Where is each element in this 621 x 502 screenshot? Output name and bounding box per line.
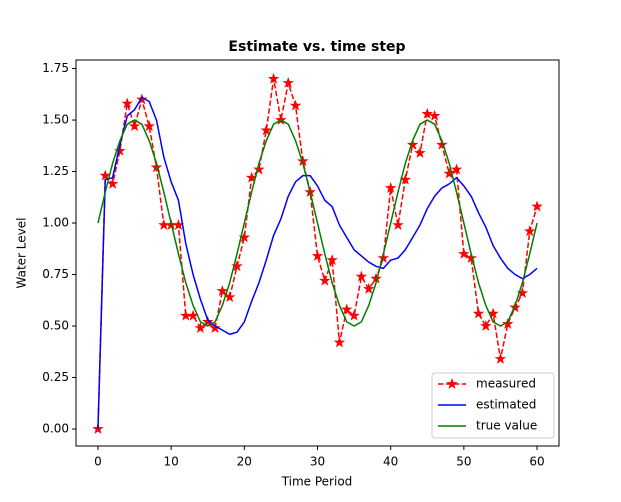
marker xyxy=(202,315,214,327)
x-tick-label: 40 xyxy=(383,455,398,469)
marker xyxy=(377,252,390,263)
marker xyxy=(260,124,272,136)
y-tick-label: 0.25 xyxy=(42,370,69,384)
y-tick-label: 0.50 xyxy=(42,319,69,333)
marker xyxy=(487,307,499,319)
marker xyxy=(341,303,353,315)
y-axis-label: Water Level xyxy=(15,218,29,289)
marker xyxy=(502,317,514,329)
y-tick-label: 0.00 xyxy=(42,422,69,436)
marker xyxy=(209,322,221,333)
marker xyxy=(245,171,258,183)
marker xyxy=(524,225,536,237)
marker xyxy=(414,146,426,158)
chart-title: Estimate vs. time step xyxy=(228,39,405,55)
series-line xyxy=(97,119,538,327)
marker xyxy=(289,99,302,111)
marker xyxy=(121,97,133,109)
marker xyxy=(428,109,441,121)
marker xyxy=(223,291,236,303)
marker xyxy=(450,163,463,175)
legend-box xyxy=(431,372,555,439)
marker xyxy=(531,200,543,212)
y-tick-label: 1.50 xyxy=(42,113,69,127)
x-axis-label: Time Period xyxy=(281,475,353,489)
y-tick-label: 1.75 xyxy=(42,61,69,75)
marker xyxy=(355,270,368,282)
series-line xyxy=(97,96,538,430)
plot-frame xyxy=(75,59,560,447)
marker xyxy=(282,76,294,88)
legend-marker xyxy=(446,377,458,389)
marker xyxy=(333,336,346,348)
marker xyxy=(480,320,492,331)
y-tick-label: 1.00 xyxy=(42,216,69,230)
y-tick-label: 1.25 xyxy=(42,164,69,178)
marker xyxy=(392,219,404,230)
x-tick-label: 30 xyxy=(310,455,325,469)
x-tick-label: 20 xyxy=(237,455,252,469)
marker xyxy=(421,107,434,119)
x-tick-label: 10 xyxy=(163,455,178,469)
marker xyxy=(319,274,331,286)
legend-label: measured xyxy=(476,377,536,391)
legend-label: true value xyxy=(476,419,537,433)
marker xyxy=(194,322,207,333)
x-tick-label: 50 xyxy=(456,455,471,469)
marker xyxy=(311,249,324,261)
legend-label: estimated xyxy=(476,398,536,412)
marker xyxy=(436,138,448,150)
marker xyxy=(384,181,397,193)
marker xyxy=(128,120,141,132)
marker xyxy=(465,252,477,263)
marker xyxy=(406,138,419,150)
marker xyxy=(443,167,455,179)
marker xyxy=(253,163,265,175)
marker xyxy=(494,352,507,364)
marker xyxy=(458,247,470,259)
marker xyxy=(143,120,155,132)
marker xyxy=(216,284,229,296)
marker xyxy=(99,169,112,181)
marker xyxy=(150,161,163,173)
x-tick-label: 60 xyxy=(529,455,544,469)
marker xyxy=(106,177,119,189)
marker xyxy=(362,282,375,294)
y-tick-label: 0.75 xyxy=(42,267,69,281)
x-tick-label: 0 xyxy=(94,455,102,469)
marker xyxy=(472,307,485,319)
marker xyxy=(326,254,338,265)
marker xyxy=(136,93,148,105)
marker xyxy=(267,72,280,84)
marker xyxy=(348,309,360,321)
